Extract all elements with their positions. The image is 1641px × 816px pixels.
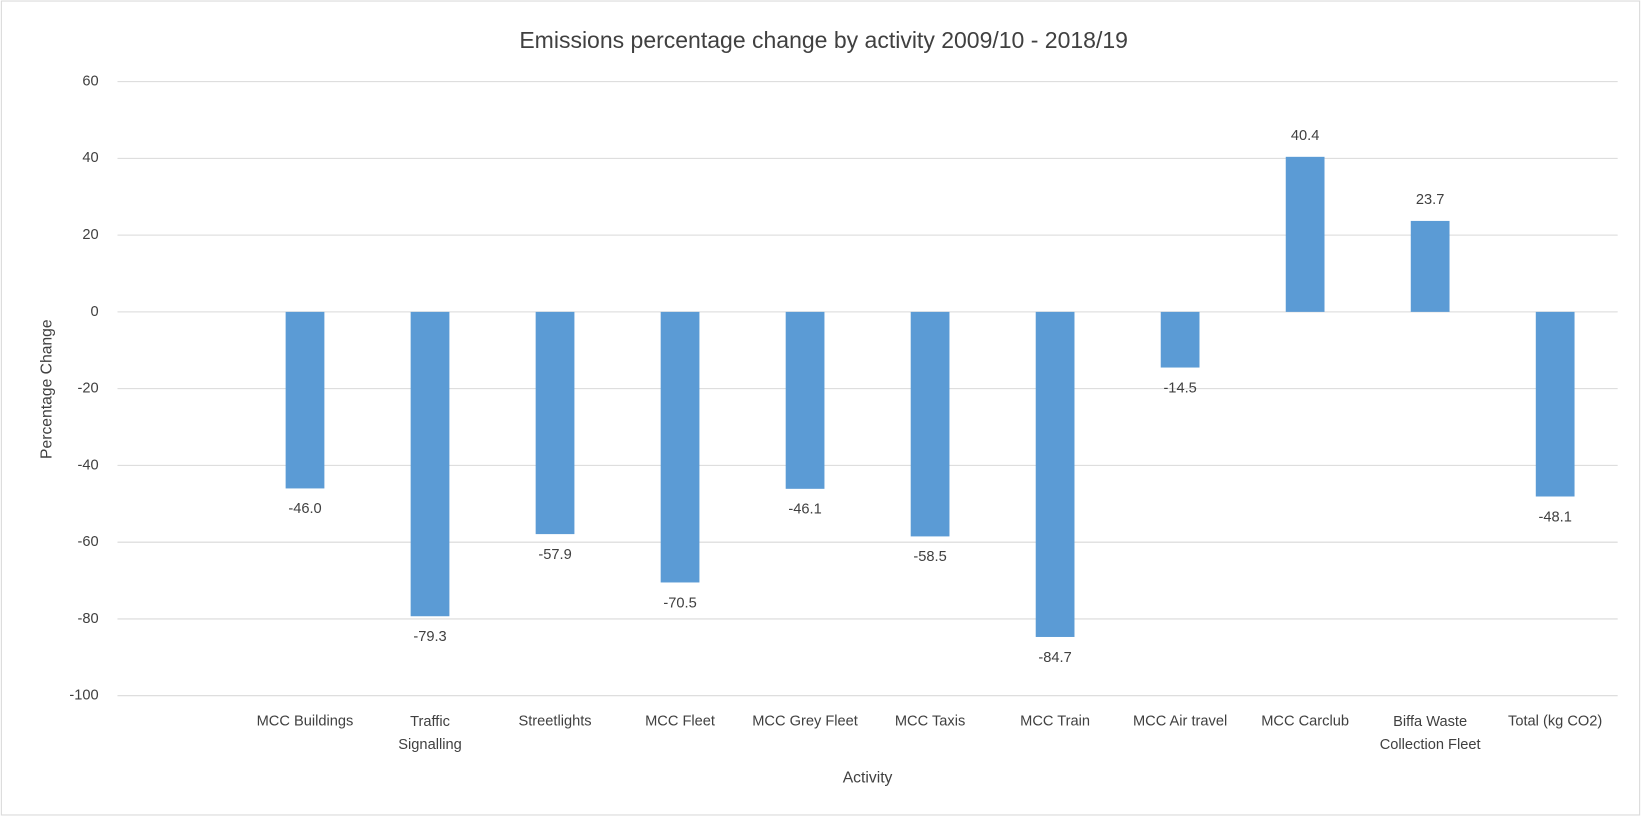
data-label: -48.1 [1538,509,1571,525]
data-label: -70.5 [663,595,696,611]
y-tick-label: -100 [69,688,98,704]
x-tick-label: MCC Carclub [1261,714,1349,730]
data-label: -14.5 [1163,380,1196,396]
bar [1285,156,1325,312]
x-tick-label: MCC Train [1020,714,1090,730]
bar [1035,311,1075,637]
data-label: -46.1 [788,502,821,518]
bar [1535,311,1575,497]
bar [410,311,450,617]
bar [285,311,325,489]
x-tick-label: MCC Taxis [895,714,965,730]
x-tick-label: MCC Grey Fleet [752,714,858,730]
y-tick-label: 60 [82,73,98,89]
data-label: -57.9 [538,547,571,563]
data-label: -79.3 [413,629,446,645]
bar [1410,220,1450,312]
bar [535,311,575,535]
y-axis-label: Percentage Change [39,319,56,459]
x-tick-label: MCC Fleet [645,714,715,730]
x-tick-label: MCC Air travel [1133,714,1227,730]
bar [660,311,700,583]
y-tick-label: 20 [82,227,98,243]
x-tick-label: MCC Buildings [257,714,354,730]
data-label: -58.5 [913,549,946,565]
x-tick-label: Streetlights [518,714,591,730]
chart-title: Emissions percentage change by activity … [519,27,1128,53]
bar [785,311,825,489]
x-tick-label: Biffa Waste Collection Fleet [1380,714,1481,753]
y-tick-label: -20 [78,381,99,397]
data-label: -84.7 [1038,650,1071,666]
x-tick-label: Total (kg CO2) [1508,714,1602,730]
y-tick-label: -60 [78,534,99,550]
bar [1160,311,1200,368]
x-axis-label: Activity [843,769,893,786]
y-tick-label: 0 [91,304,99,320]
data-label: -46.0 [288,501,321,517]
data-label: 23.7 [1416,192,1444,208]
data-label: 40.4 [1291,128,1319,144]
y-tick-label: -80 [78,611,99,627]
bar [910,311,950,537]
x-tick-label: Traffic Signalling [398,714,461,753]
y-tick-label: -40 [78,457,99,473]
y-tick-label: 40 [82,150,98,166]
